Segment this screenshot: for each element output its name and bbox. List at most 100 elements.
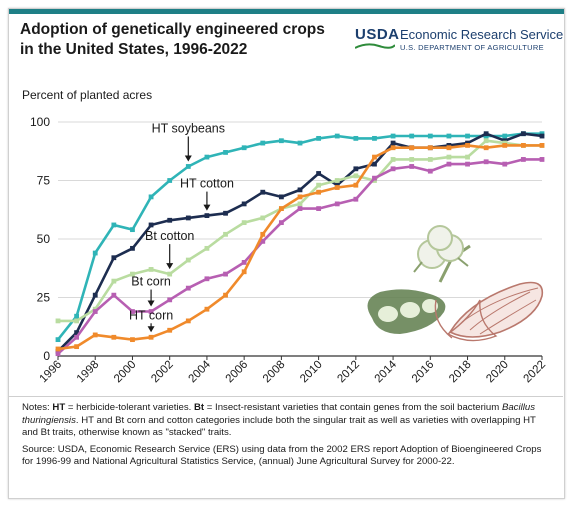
- data-point: [111, 255, 117, 261]
- annotation-label: HT corn: [129, 308, 173, 322]
- data-point: [185, 318, 191, 324]
- data-point: [297, 140, 303, 146]
- x-tick-label: 2016: [410, 359, 437, 386]
- data-point: [185, 285, 191, 291]
- annotation-label: HT cotton: [180, 177, 234, 191]
- annotation-arrow-head: [147, 300, 155, 307]
- data-point: [74, 313, 80, 319]
- data-point: [427, 157, 433, 162]
- x-tick-label: 2006: [224, 359, 251, 386]
- data-point: [148, 194, 154, 200]
- data-point: [427, 145, 433, 151]
- data-point: [92, 250, 98, 256]
- data-point: [390, 140, 396, 146]
- x-tick-label: 2018: [447, 359, 474, 386]
- data-point: [465, 143, 470, 148]
- data-point: [223, 210, 228, 216]
- ht-abbr: HT: [52, 402, 66, 413]
- data-point: [372, 175, 377, 181]
- annotation-arrow-head: [147, 326, 155, 333]
- data-point: [446, 154, 452, 160]
- data-point: [204, 306, 210, 312]
- chart-frame: [8, 8, 565, 499]
- data-point: [316, 171, 322, 176]
- department-name: U.S. DEPARTMENT OF AGRICULTURE: [400, 43, 544, 52]
- data-point: [167, 271, 173, 277]
- y-tick-label: 50: [37, 232, 51, 246]
- data-point: [241, 145, 247, 151]
- x-tick-label: 2014: [373, 358, 400, 385]
- data-point: [278, 138, 284, 144]
- data-point: [278, 194, 284, 200]
- data-point: [92, 309, 98, 314]
- data-point: [372, 154, 377, 160]
- data-point: [409, 133, 415, 139]
- data-point: [278, 220, 284, 226]
- y-tick-label: 75: [37, 174, 51, 188]
- data-point: [223, 231, 228, 237]
- bt-definition: = Insect-resistant varieties that contai…: [204, 402, 502, 413]
- data-point: [446, 145, 452, 151]
- notes-label: Notes:: [22, 402, 50, 413]
- data-point: [130, 245, 135, 251]
- data-point: [148, 309, 154, 314]
- data-point: [223, 292, 228, 298]
- source-paragraph: Source: USDA, Economic Research Service …: [22, 443, 542, 468]
- annotation-label: Bt cotton: [145, 229, 194, 243]
- x-tick-label: 2008: [261, 359, 288, 386]
- data-point: [167, 327, 173, 333]
- data-point: [353, 166, 359, 172]
- y-tick-label: 100: [30, 115, 50, 129]
- data-point: [204, 245, 210, 251]
- data-point: [148, 267, 154, 272]
- data-point: [260, 238, 266, 244]
- x-tick-label: 2000: [112, 359, 139, 386]
- data-point: [74, 344, 80, 350]
- crop-illustration: [367, 225, 544, 342]
- data-point: [483, 131, 489, 137]
- data-point: [409, 164, 415, 169]
- data-point: [130, 271, 135, 277]
- data-point: [539, 133, 545, 139]
- x-tick-label: 2004: [186, 358, 213, 385]
- notes-separator: [8, 396, 563, 397]
- annotation-arrow-head: [203, 204, 211, 211]
- data-point: [334, 133, 340, 139]
- data-point: [409, 145, 415, 151]
- data-point: [185, 164, 191, 169]
- data-point: [372, 135, 377, 141]
- data-point: [241, 220, 247, 226]
- data-point: [483, 145, 489, 151]
- data-point: [390, 145, 396, 151]
- data-point: [390, 157, 396, 162]
- x-tick-label: 1996: [38, 359, 65, 386]
- data-point: [520, 131, 526, 137]
- data-point: [148, 334, 154, 340]
- data-point: [55, 337, 61, 343]
- ht-definition: = herbicide-tolerant varieties.: [65, 402, 194, 413]
- chart-notes: Notes: HT = herbicide-tolerant varieties…: [22, 402, 552, 473]
- notes-rest: . HT and Bt corn and cotton categories i…: [22, 414, 536, 439]
- data-point: [353, 182, 359, 188]
- data-point: [92, 332, 98, 338]
- data-point: [204, 213, 210, 218]
- data-point: [297, 201, 303, 207]
- data-point: [539, 143, 545, 148]
- y-axis-label: Percent of planted acres: [22, 88, 153, 102]
- data-point: [148, 222, 154, 228]
- data-point: [353, 196, 359, 202]
- data-point: [502, 161, 508, 167]
- accent-bar: [9, 9, 564, 14]
- data-point: [465, 133, 470, 139]
- data-point: [74, 318, 80, 324]
- data-point: [241, 269, 247, 275]
- data-point: [353, 173, 359, 179]
- data-point: [316, 206, 322, 211]
- data-point: [446, 133, 452, 139]
- x-tick-label: 2012: [335, 359, 362, 386]
- data-point: [204, 154, 210, 160]
- data-point: [539, 157, 545, 162]
- data-point: [92, 292, 98, 298]
- data-point: [260, 215, 266, 221]
- data-point: [390, 133, 396, 139]
